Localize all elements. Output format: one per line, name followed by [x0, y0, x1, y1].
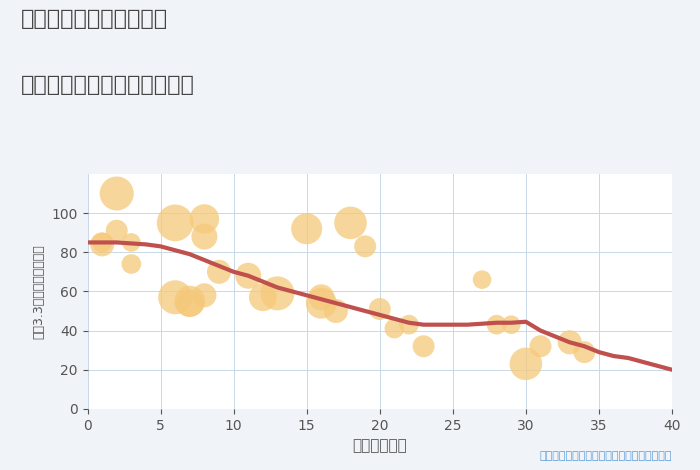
Text: 三重県伊賀市希望ヶ丘東: 三重県伊賀市希望ヶ丘東	[21, 9, 168, 30]
Point	[184, 299, 195, 307]
Point	[258, 293, 269, 301]
Point	[374, 306, 385, 313]
Point	[243, 272, 254, 280]
Point	[199, 291, 210, 299]
Point	[505, 321, 517, 329]
Point	[418, 343, 429, 350]
X-axis label: 築年数（年）: 築年数（年）	[352, 438, 407, 453]
Point	[111, 227, 122, 235]
Point	[579, 348, 590, 356]
Point	[199, 233, 210, 240]
Point	[214, 268, 225, 275]
Point	[126, 239, 137, 246]
Text: 円の大きさは、取引のあった物件面積を示す: 円の大きさは、取引のあった物件面積を示す	[540, 451, 672, 461]
Point	[403, 321, 414, 329]
Point	[491, 321, 503, 329]
Y-axis label: 坪（3.3㎡）単価（万円）: 坪（3.3㎡）単価（万円）	[33, 244, 46, 339]
Point	[564, 338, 575, 346]
Point	[477, 276, 488, 283]
Point	[97, 239, 108, 246]
Point	[126, 260, 137, 268]
Point	[111, 190, 122, 197]
Point	[169, 293, 181, 301]
Point	[184, 298, 195, 305]
Point	[97, 241, 108, 248]
Point	[301, 225, 312, 233]
Point	[316, 299, 327, 307]
Point	[535, 343, 546, 350]
Point	[330, 307, 342, 315]
Text: 築年数別中古マンション価格: 築年数別中古マンション価格	[21, 75, 195, 95]
Point	[345, 219, 356, 227]
Point	[169, 219, 181, 227]
Point	[520, 360, 531, 368]
Point	[389, 325, 400, 332]
Point	[316, 293, 327, 301]
Point	[272, 290, 283, 297]
Point	[199, 215, 210, 223]
Point	[360, 243, 371, 250]
